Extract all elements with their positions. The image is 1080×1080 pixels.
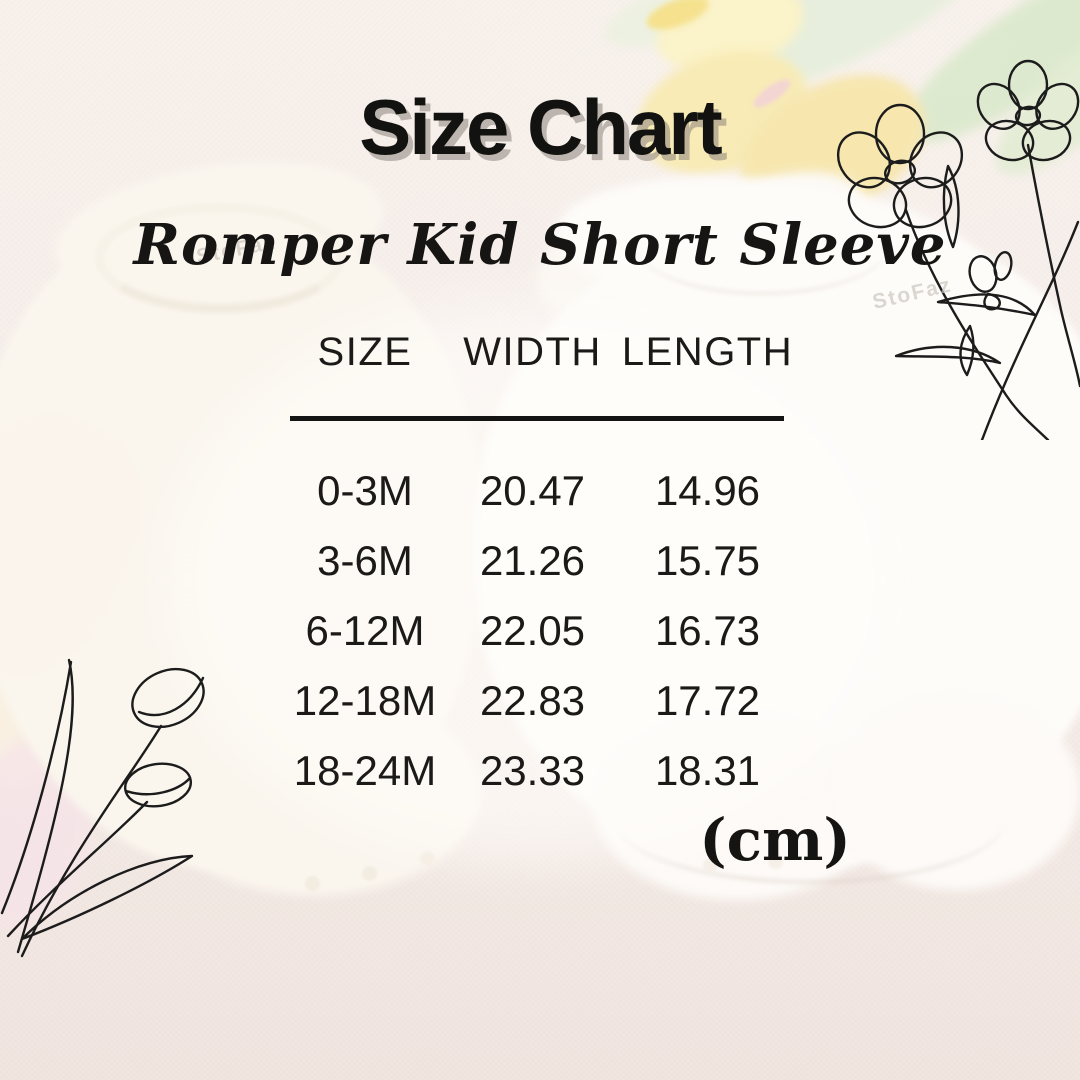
size-table: 0-3M 20.47 14.96 3-6M 21.26 15.75 6-12M … — [270, 456, 810, 806]
column-header-size: SIZE — [317, 330, 413, 374]
snap-button — [420, 851, 435, 866]
table-header-row: SIZE WIDTH LENGTH — [270, 330, 810, 375]
width-cell: 21.26 — [479, 537, 586, 584]
width-cell: 22.83 — [479, 677, 586, 724]
width-cell: 23.33 — [479, 747, 586, 794]
snap-button — [362, 866, 377, 881]
length-cell: 18.31 — [654, 747, 761, 794]
header-divider-line — [290, 416, 784, 421]
romper-right-neckline — [635, 192, 890, 295]
size-cell: 0-3M — [317, 467, 413, 514]
size-cell: 6-12M — [305, 607, 425, 654]
product-subtitle: Romper Kid Short Sleeve — [133, 212, 947, 278]
width-cell: 20.47 — [479, 467, 586, 514]
length-cell: 16.73 — [654, 607, 761, 654]
size-cell: 12-18M — [293, 677, 437, 724]
tulip-line-art-icon — [0, 658, 205, 958]
snap-button — [768, 854, 783, 869]
snap-button — [305, 876, 320, 891]
size-cell: 18-24M — [293, 747, 437, 794]
length-cell: 15.75 — [654, 537, 761, 584]
romper-left-collar — [95, 203, 345, 313]
length-cell: 14.96 — [654, 467, 761, 514]
romper-right-crease — [615, 755, 1005, 884]
table-backdrop — [170, 300, 900, 860]
snap-button — [703, 858, 718, 873]
length-cell: 17.72 — [654, 677, 761, 724]
size-cell: 3-6M — [317, 537, 413, 584]
page-title: Size Chart — [359, 83, 722, 171]
column-header-width: WIDTH — [463, 330, 602, 374]
width-cell: 22.05 — [479, 607, 586, 654]
unit-label: (cm) — [699, 806, 851, 874]
column-header-length: LENGTH — [621, 330, 794, 374]
poppy-flowers-line-art-icon — [836, 59, 1080, 440]
